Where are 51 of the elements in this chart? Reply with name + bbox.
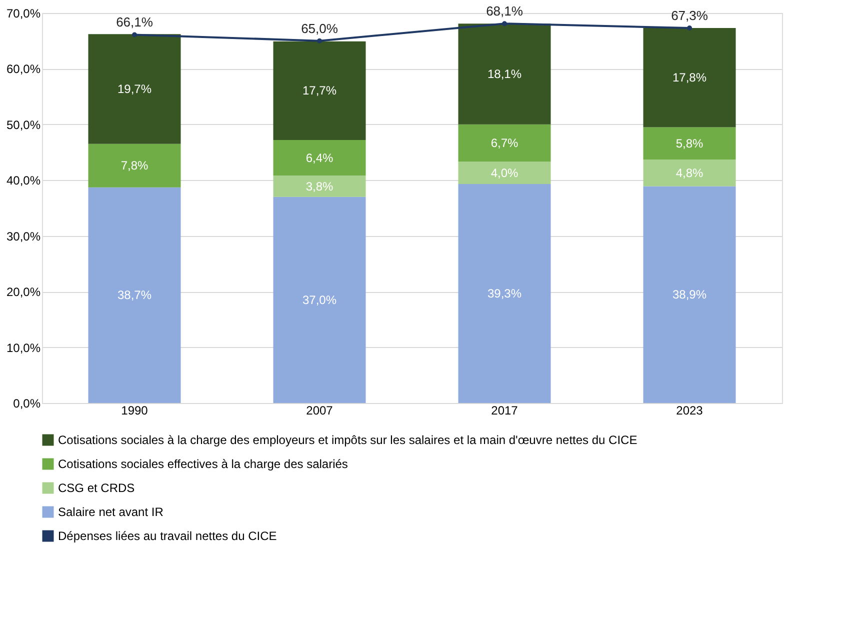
data-label: 6,4% <box>306 150 334 165</box>
data-label: 66,1% <box>116 14 154 30</box>
y-tick-label: 60,0% <box>6 62 41 76</box>
y-tick-label: 20,0% <box>6 285 41 300</box>
y-tick-label: 30,0% <box>6 229 41 244</box>
x-tick-label: 2017 <box>491 404 518 418</box>
bar <box>458 24 551 124</box>
bar <box>273 140 366 176</box>
y-tick-label: 10,0% <box>6 340 41 355</box>
data-label: 18,1% <box>487 67 522 82</box>
legend-label: Cotisations sociales à la charge des employeurs et impôts sur les salaires et la main d'œuvre nettes du CICE <box>58 433 638 447</box>
bar <box>643 160 736 186</box>
data-label: 5,8% <box>676 136 704 150</box>
data-label: 17,8% <box>672 70 707 85</box>
data-label: 38,7% <box>117 288 152 302</box>
x-tick-label: 2023 <box>676 404 704 418</box>
legend-label: Cotisations sociales effectives à la charge des salariés <box>58 457 348 471</box>
y-tick-label: 40,0% <box>6 174 41 188</box>
data-label: 19,7% <box>117 82 152 96</box>
data-label: 65,0% <box>301 20 338 36</box>
x-tick-label: 2007 <box>306 404 334 418</box>
legend-label: Salaire net avant IR <box>58 505 164 519</box>
data-label: 3,8% <box>306 179 334 194</box>
data-label: 38,9% <box>672 288 707 302</box>
y-tick-label: 70,0% <box>6 6 41 20</box>
data-label: 4,0% <box>490 166 518 180</box>
legend-label: CSG et CRDS <box>58 481 135 495</box>
x-tick-label: 1990 <box>121 404 148 418</box>
bar <box>643 28 736 128</box>
bar <box>273 196 366 403</box>
data-label: 6,7% <box>490 136 518 150</box>
bar <box>273 41 366 140</box>
legend-label: Dépenses liées au travail nettes du CICE <box>58 529 277 543</box>
data-label: 67,3% <box>671 8 708 24</box>
data-label: 17,7% <box>302 84 337 98</box>
bar <box>88 34 181 144</box>
data-label: 39,3% <box>487 286 522 301</box>
bar <box>643 186 736 403</box>
bar <box>458 124 551 162</box>
bar <box>88 144 181 188</box>
data-label: 4,8% <box>676 166 704 180</box>
data-label: 7,8% <box>120 158 148 173</box>
y-tick-label: 0,0% <box>13 396 41 410</box>
data-label: 68,1% <box>486 4 524 19</box>
bar <box>643 127 736 160</box>
bar <box>88 187 181 403</box>
bar <box>458 184 551 403</box>
bar <box>458 162 551 184</box>
y-tick-label: 50,0% <box>6 118 41 132</box>
bar <box>273 176 366 197</box>
data-label: 37,0% <box>302 292 337 307</box>
